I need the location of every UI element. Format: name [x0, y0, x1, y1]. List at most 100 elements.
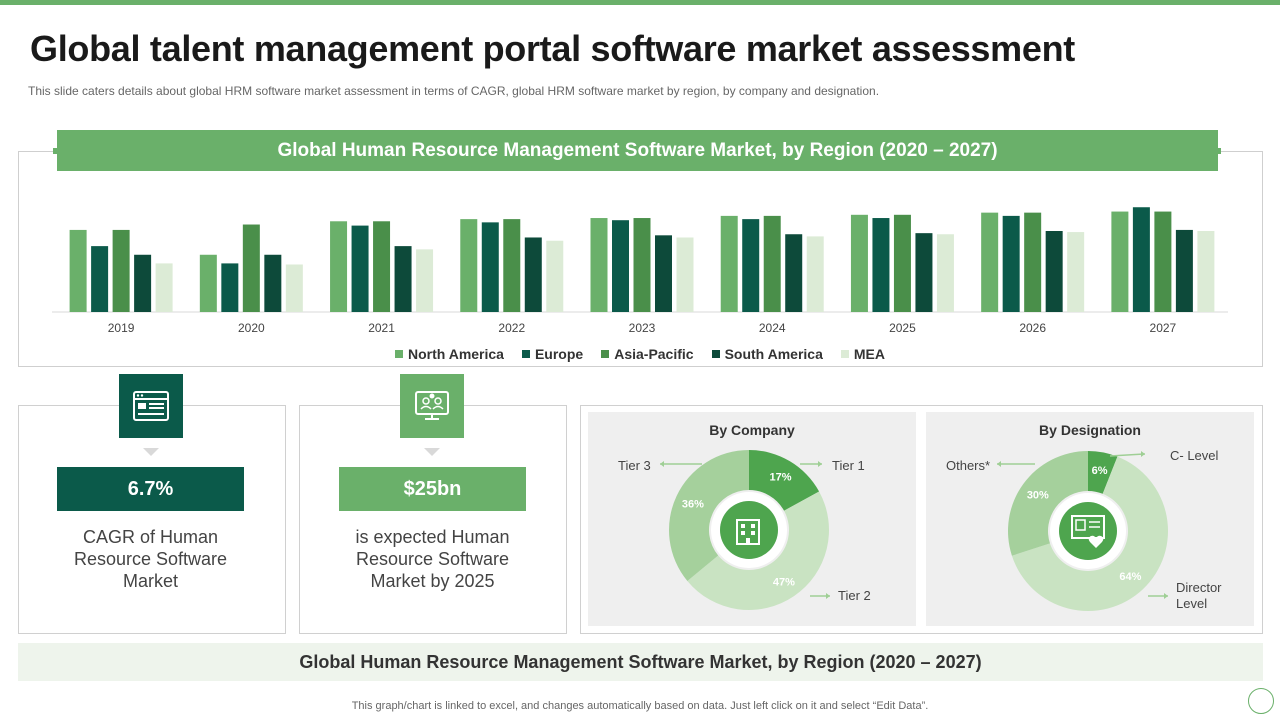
- bar-mea-2027[interactable]: [1197, 231, 1215, 312]
- bar-asia-pacific-2022[interactable]: [503, 219, 521, 312]
- bar-europe-2026[interactable]: [1002, 215, 1020, 312]
- bar-mea-2026[interactable]: [1067, 232, 1085, 312]
- pie-slice-designation-others[interactable]: [1007, 451, 1088, 556]
- bottom-banner: Global Human Resource Management Softwar…: [18, 643, 1263, 681]
- bar-south-america-2025[interactable]: [915, 233, 933, 312]
- legend-item-mea[interactable]: MEA: [840, 346, 885, 362]
- pie-value-label: 17%: [770, 472, 792, 484]
- bar-south-america-2021[interactable]: [394, 246, 412, 312]
- bar-north-america-2025[interactable]: [850, 214, 868, 312]
- page-indicator-circle: [1248, 688, 1274, 714]
- bar-north-america-2026[interactable]: [981, 212, 999, 312]
- bar-mea-2023[interactable]: [676, 237, 694, 312]
- pie-slice-company-tier-3[interactable]: [668, 450, 749, 581]
- bar-asia-pacific-2019[interactable]: [112, 229, 130, 312]
- stat-card-cagr: [18, 405, 286, 634]
- bar-europe-2022[interactable]: [481, 222, 499, 312]
- monitor-people-icon: [400, 374, 464, 438]
- bar-north-america-2022[interactable]: [460, 219, 478, 312]
- bar-europe-2027[interactable]: [1132, 207, 1150, 312]
- bar-north-america-2019[interactable]: [69, 229, 87, 312]
- bar-europe-2020[interactable]: [221, 263, 239, 312]
- x-tick-label: 2024: [759, 321, 786, 335]
- bar-europe-2024[interactable]: [742, 219, 760, 312]
- leader-arrow: [826, 593, 830, 599]
- bar-mea-2025[interactable]: [936, 234, 954, 312]
- legend-label: MEA: [853, 346, 885, 362]
- legend-label: Asia-Pacific: [614, 346, 694, 362]
- stat-desc-cagr: CAGR of Human Resource Software Market: [73, 527, 228, 591]
- pie-label-director: Director Level: [1176, 580, 1222, 611]
- bar-asia-pacific-2020[interactable]: [242, 224, 260, 312]
- legend-label: North America: [408, 346, 504, 362]
- browser-window-icon: [119, 374, 183, 438]
- leader-arrow: [997, 461, 1001, 467]
- pie-slice-company-tier-2[interactable]: [687, 491, 830, 610]
- bar-south-america-2019[interactable]: [134, 254, 152, 312]
- bar-north-america-2021[interactable]: [330, 221, 348, 312]
- bar-mea-2021[interactable]: [416, 249, 434, 312]
- bar-europe-2021[interactable]: [351, 225, 369, 312]
- corner-handle-left: [53, 148, 59, 154]
- pie-value-label: 64%: [1119, 571, 1141, 583]
- id-card-heart-icon: [1071, 515, 1105, 548]
- bar-south-america-2020[interactable]: [264, 254, 282, 312]
- footer-note: This graph/chart is linked to excel, and…: [351, 700, 929, 712]
- legend-item-south-america[interactable]: South America: [711, 346, 823, 362]
- x-tick-label: 2023: [629, 321, 656, 335]
- x-tick-label: 2020: [238, 321, 265, 335]
- leader-arrow: [660, 461, 664, 467]
- pie-value-label: 36%: [682, 499, 704, 511]
- bar-asia-pacific-2024[interactable]: [763, 215, 781, 312]
- bar-asia-pacific-2023[interactable]: [633, 218, 651, 312]
- page-title: Global talent management portal software…: [30, 28, 1075, 69]
- bar-mea-2019[interactable]: [155, 263, 173, 312]
- bar-mea-2024[interactable]: [806, 236, 824, 312]
- stat-value-market: $25bn: [339, 467, 526, 511]
- pie-slice-designation-director-level[interactable]: [1011, 456, 1169, 612]
- legend-swatch: [711, 350, 720, 358]
- legend-item-north-america[interactable]: North America: [395, 346, 504, 362]
- pie-slice-designation-c-level[interactable]: [1088, 451, 1118, 494]
- x-tick-label: 2019: [108, 321, 135, 335]
- bar-asia-pacific-2021[interactable]: [373, 221, 391, 312]
- bar-europe-2025[interactable]: [872, 218, 890, 312]
- corner-handle-right: [1215, 148, 1221, 154]
- pie-value-label: 47%: [773, 576, 795, 588]
- bar-asia-pacific-2025[interactable]: [893, 214, 911, 312]
- bar-north-america-2027[interactable]: [1111, 211, 1129, 312]
- pie-label-c-level: C- Level: [1170, 448, 1219, 463]
- legend-item-asia-pacific[interactable]: Asia-Pacific: [601, 346, 694, 362]
- bar-asia-pacific-2027[interactable]: [1154, 211, 1172, 312]
- stat-arrow-market: [424, 448, 440, 456]
- pie-slice-company-tier-1[interactable]: [749, 450, 820, 511]
- bar-south-america-2024[interactable]: [785, 234, 803, 312]
- bar-north-america-2023[interactable]: [590, 218, 608, 312]
- pie-title-designation: By Designation: [1039, 422, 1141, 438]
- legend-item-europe[interactable]: Europe: [521, 346, 584, 362]
- bar-mea-2022[interactable]: [546, 240, 564, 312]
- bar-north-america-2020[interactable]: [199, 254, 217, 312]
- bar-europe-2023[interactable]: [612, 220, 629, 312]
- legend-swatch: [601, 350, 610, 358]
- bar-south-america-2023[interactable]: [655, 235, 672, 312]
- page-subtitle: This slide caters details about global H…: [28, 84, 880, 98]
- legend-label: Europe: [534, 346, 584, 362]
- bar-south-america-2022[interactable]: [524, 237, 542, 312]
- x-tick-label: 2026: [1019, 321, 1046, 335]
- legend-swatch: [521, 350, 530, 358]
- bar-asia-pacific-2026[interactable]: [1024, 212, 1042, 312]
- bar-south-america-2026[interactable]: [1045, 231, 1063, 312]
- bar-south-america-2027[interactable]: [1175, 229, 1193, 312]
- leader-line: [1109, 453, 1146, 457]
- legend-label: South America: [724, 346, 823, 362]
- bar-europe-2019[interactable]: [91, 246, 109, 312]
- bar-mea-2020[interactable]: [285, 264, 303, 312]
- bar-chart-title: Global Human Resource Management Softwar…: [57, 130, 1218, 171]
- x-tick-label: 2022: [498, 321, 525, 335]
- top-accent-bar: [0, 0, 1280, 5]
- stat-arrow-cagr: [143, 448, 159, 456]
- bar-north-america-2024[interactable]: [720, 215, 738, 312]
